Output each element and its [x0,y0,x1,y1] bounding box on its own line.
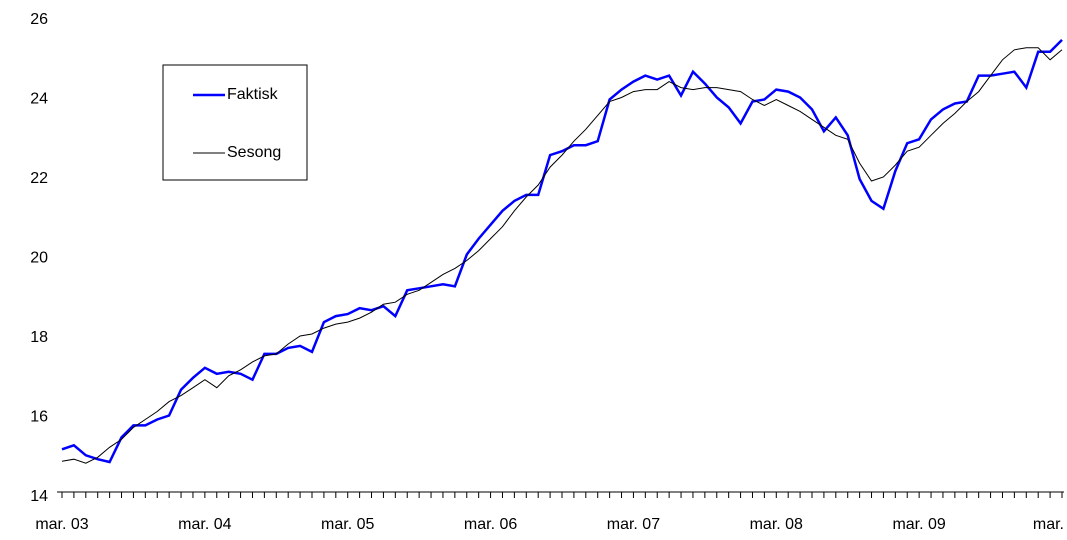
x-tick-label: mar. 09 [892,516,945,533]
line-series [61,47,1063,464]
x-tick-label: mar. [1033,516,1064,533]
legend-box [162,64,308,181]
x-tick-label: mar. 08 [750,516,803,533]
x-tick-label: mar. 05 [321,516,374,533]
legend-label: Faktisk [227,86,279,103]
y-tick-label: 14 [30,488,48,505]
y-tick-label: 22 [30,170,48,187]
x-tick-label: mar. 07 [607,516,660,533]
y-tick-label: 16 [30,409,48,426]
y-tick-label: 26 [30,11,48,28]
x-tick-label: mar. 03 [35,516,88,533]
x-tick-label: mar. 04 [178,516,231,533]
y-tick-label: 24 [30,91,48,108]
line-series [61,39,1063,464]
legend-label: Sesong [227,144,281,161]
x-tick-label: mar. 06 [464,516,517,533]
y-tick-label: 20 [30,250,48,267]
y-tick-label: 18 [30,329,48,346]
